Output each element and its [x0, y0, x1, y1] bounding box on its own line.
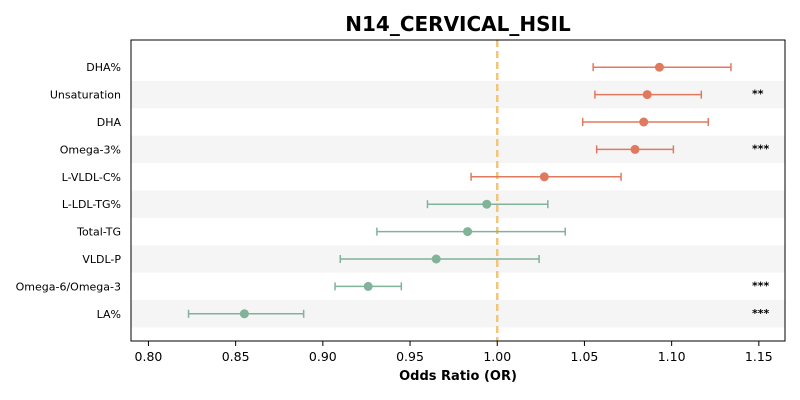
- significance-label: ***: [752, 307, 770, 320]
- row-label: Unsaturation: [50, 89, 121, 102]
- significance-label: ***: [752, 279, 770, 292]
- x-axis-ticks: 0.80 0.85 0.90 0.95 1.00 1.05 1.10 1.15: [135, 341, 773, 364]
- row-label: DHA%: [86, 61, 121, 74]
- data-marks: ***********: [187, 62, 770, 320]
- y-axis-labels: DHA% Unsaturation DHA Omega-3% L-VLDL-C% L-LD…: [16, 61, 122, 321]
- or-point: [639, 117, 649, 127]
- x-tick-label: 1.00: [483, 349, 511, 364]
- or-point: [630, 144, 640, 154]
- plot-frame: [130, 39, 786, 342]
- x-tick-label: 0.95: [396, 349, 424, 364]
- row-label: DHA: [97, 116, 122, 129]
- x-axis-label: Odds Ratio (OR): [399, 369, 517, 384]
- chart-title: N14_CERVICAL_HSIL: [345, 12, 571, 36]
- or-point: [363, 281, 373, 291]
- row-label: LA%: [97, 308, 121, 321]
- x-tick-label: 0.85: [222, 349, 250, 364]
- or-point: [239, 309, 249, 319]
- row-band: [131, 135, 785, 164]
- x-tick-label: 1.15: [745, 349, 773, 364]
- row-label: Omega-6/Omega-3: [16, 280, 121, 293]
- x-tick-label: 1.10: [658, 349, 686, 364]
- or-point: [482, 199, 492, 209]
- x-tick-label: 0.90: [309, 349, 337, 364]
- row-label: L-VLDL-C%: [62, 171, 121, 184]
- or-point: [539, 172, 549, 182]
- significance-label: ***: [752, 142, 770, 155]
- or-point: [431, 254, 441, 264]
- x-tick-label: 1.05: [571, 349, 599, 364]
- or-point: [463, 227, 473, 237]
- row-label: Total-TG: [76, 226, 121, 239]
- or-point: [654, 62, 664, 72]
- x-tick-label: 0.80: [135, 349, 163, 364]
- or-point: [642, 90, 652, 100]
- row-label: L-LDL-TG%: [62, 198, 121, 211]
- row-label: Omega-3%: [60, 143, 121, 156]
- significance-label: **: [752, 88, 764, 101]
- row-label: VLDL-P: [82, 253, 121, 266]
